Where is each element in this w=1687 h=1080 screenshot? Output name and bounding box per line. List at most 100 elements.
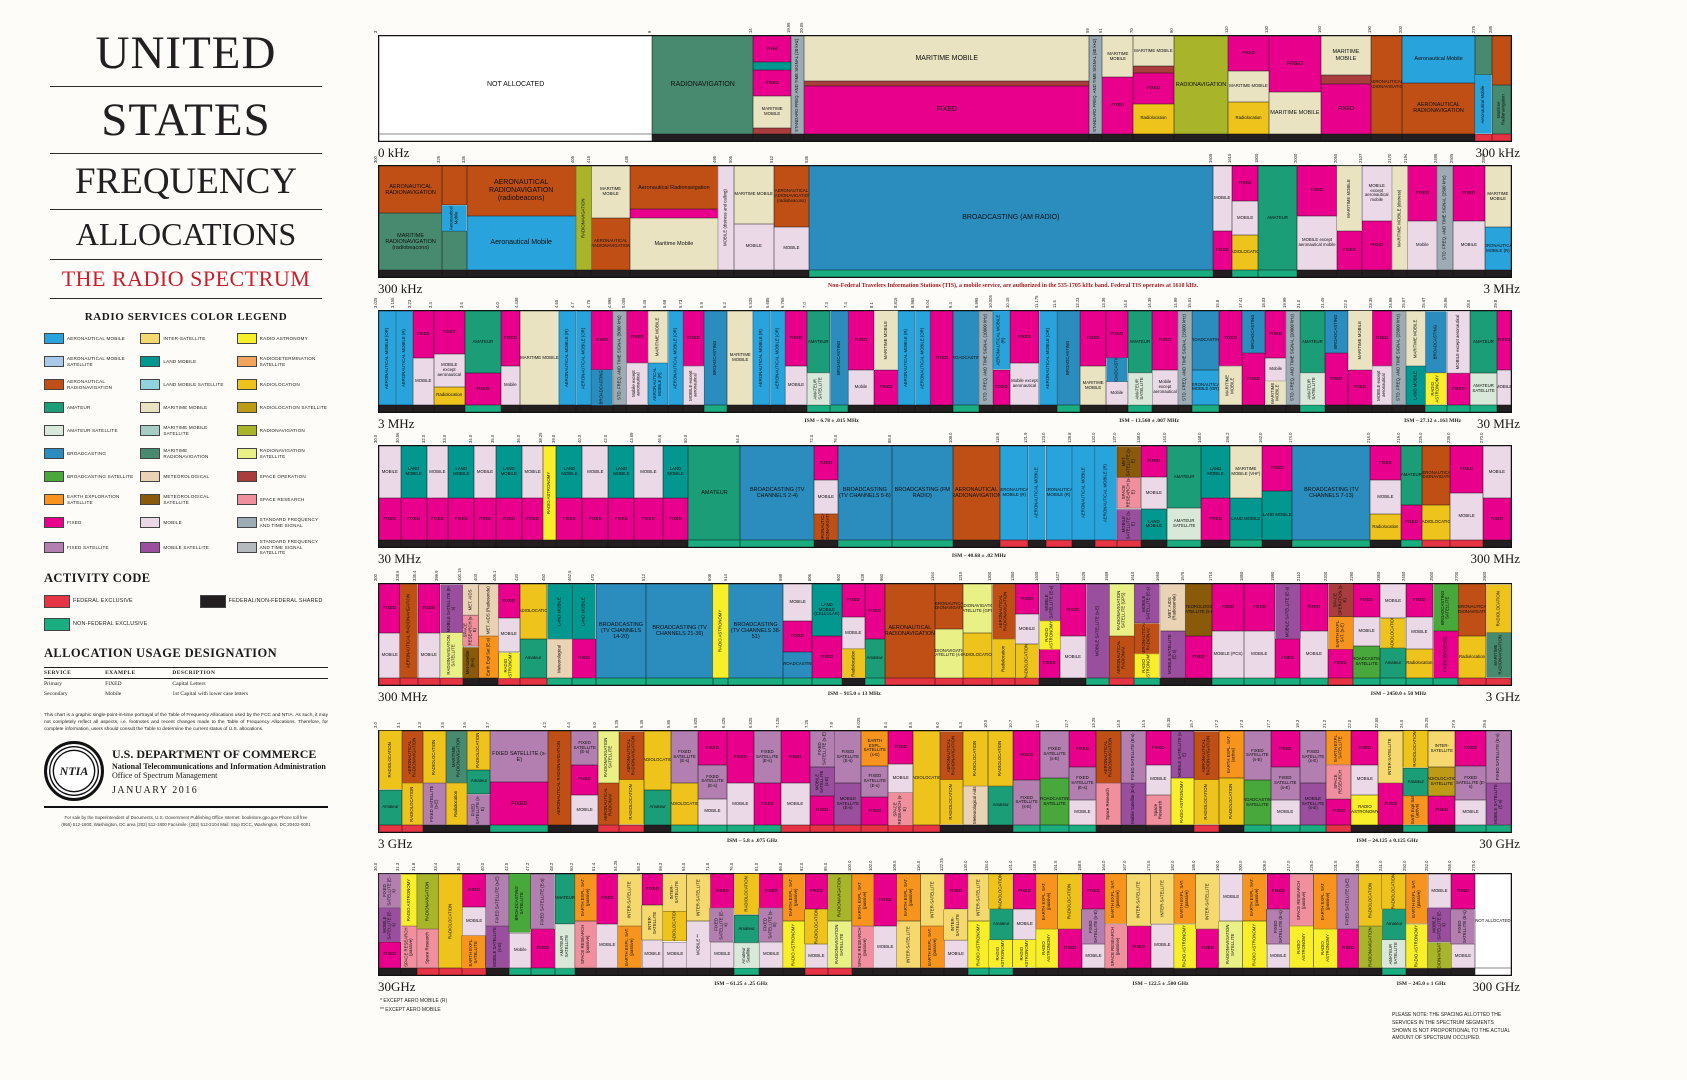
activity-strip — [1218, 825, 1244, 832]
allocation-block: FIXED — [753, 69, 792, 97]
tick-label: 265.0 — [1447, 860, 1453, 871]
allocation-block: Mobile except aeronautical — [1009, 363, 1039, 405]
title-divider — [50, 86, 322, 87]
tick-label: 14.5 — [1141, 719, 1147, 728]
allocation-block: AERONAUTICAL RADIONAVIGATION — [402, 731, 424, 784]
allocation-segment: FIXED MOBILE — [780, 731, 810, 832]
allocation-block: EARTH EXPL. SAT. (passive) — [1313, 874, 1338, 930]
band-end-label: 3 MHz — [1483, 281, 1520, 296]
tick-label: 238.0 — [1354, 860, 1360, 871]
tick-label: 5.73 — [677, 299, 683, 308]
allocation-segment: FIXED MARITIME MOBILE Radiolocation — [1228, 36, 1269, 141]
allocation-segment: AMATEUR — [688, 446, 741, 547]
allocation-segment: FIXED MOBILE Radiolocation — [1370, 446, 1401, 547]
allocation-block: STD. FREQ. AND TIME SIGNAL (10000 kHz) — [979, 311, 994, 405]
allocation-block: MOBILE SATELLITE (s-E) — [809, 767, 835, 796]
allocation-segment: EARTH EXPL. SAT. (passive) RADIO ASTRONOM… — [1036, 874, 1059, 975]
allocation-block: SPACE RESEARCH (passive) — [851, 926, 874, 968]
activity-strip — [1177, 405, 1192, 412]
activity-strip — [834, 825, 862, 832]
allocation-block: FIXED — [662, 498, 689, 540]
activity-strip — [1313, 968, 1338, 975]
allocation-block: FIXED — [1081, 874, 1106, 910]
tick-label: 2107 — [1357, 153, 1363, 163]
allocation-block: AERONAUTICAL RADIONAVIGATION — [952, 446, 1001, 540]
allocation-block: FIXED — [698, 731, 727, 765]
allocation-segment: STANDARD FREQ. AND TIME SIGNAL (20 kHz) — [791, 36, 805, 141]
legend-label: AMATEUR — [67, 404, 91, 410]
allocation-segment: LAND MOBILE Meteorological — [546, 584, 573, 685]
allocation-block: AERONAUTICAL RADIONAVIGATION — [991, 584, 1016, 640]
tick-label: 1990 — [1270, 571, 1276, 581]
allocation-segment: STD. FREQ. AND TIME SIGNAL (2500 kHz) — [1437, 166, 1454, 277]
tick-label: 216.0 — [1366, 432, 1372, 443]
allocation-block: FIXED SATELLITE (s-E) — [1337, 874, 1359, 930]
allocation-block: MOBILE — [710, 941, 734, 969]
band-end-label: 300 MHz — [1470, 551, 1520, 566]
allocation-block: MOBILE SATELLITE (s-E) — [1117, 508, 1141, 540]
allocation-block: FIXED SATELLITE (E-s) — [671, 731, 699, 784]
activity-strip — [379, 968, 401, 976]
activity-strip — [379, 678, 401, 685]
activity-strip — [1028, 540, 1046, 547]
activity-strip — [1286, 405, 1301, 412]
activity-strip — [1151, 405, 1178, 412]
activity-strip — [1219, 405, 1243, 412]
tick-label: 5.005 — [620, 297, 626, 308]
allocation-block: Amateur — [467, 769, 491, 794]
tick-label: 185.0 — [1191, 860, 1197, 871]
activity-strip — [1300, 405, 1325, 412]
tick-label: 1215 — [957, 571, 963, 581]
allocation-block: FIXED — [1009, 311, 1039, 364]
activity-strip — [1095, 540, 1118, 547]
activity-strip — [1378, 825, 1404, 832]
title-divider — [50, 298, 322, 299]
activity-strip — [935, 678, 963, 685]
allocation-block: MOBILE — [780, 783, 810, 825]
activity-strip — [644, 825, 672, 832]
tick-label: 470 — [590, 574, 596, 581]
tick-label: 39.0 — [550, 434, 556, 443]
allocation-segment: RADIO ASTRONOMY — [712, 584, 729, 685]
allocation-block: MOBILE — [814, 480, 838, 515]
activity-strip — [1484, 270, 1511, 277]
allocation-block: MARITIME MOBILE — [1405, 311, 1426, 367]
allocation-block: BROADCASTING — [591, 369, 613, 405]
allocation-block: MOBILE — [733, 223, 774, 270]
allocation-block: FIXED — [1145, 731, 1171, 765]
usage-table-head: SERVICE EXAMPLE DESCRIPTION — [44, 667, 328, 680]
allocation-segment: BROADCASTING FIXED — [1242, 311, 1266, 412]
legend-item: EARTH EXPLORATION SATELLITE — [44, 493, 135, 506]
allocation-block: FIXED — [1140, 446, 1167, 478]
allocation-block: EARTH EXPL. SAT. (passive) — [851, 874, 874, 927]
allocation-block: AERONAUTICAL RADIONAVIGATION — [619, 731, 645, 781]
allocation-block: MOBILE — [873, 926, 898, 968]
legend-item: RADIO ASTRONOMY — [236, 332, 328, 345]
activity-swatch — [44, 618, 70, 632]
tick-label: 1660 — [1155, 571, 1161, 581]
allocation-block: EARTH EXPL. SAT. (passive) — [1036, 874, 1059, 930]
band-blocks: RADIOLOCATION Amateur AERONAUTICAL RADIONA… — [378, 730, 1512, 833]
allocation-block: NOT ALLOCATED — [379, 36, 653, 134]
tick-label: 9.04 — [925, 299, 931, 308]
allocation-block: MOBILE SATELLITE (s-E) — [1170, 731, 1194, 778]
activity-strip — [1133, 134, 1174, 141]
allocation-segment: AERONAUTICAL MOBILE (OR) — [1038, 311, 1058, 412]
allocation-block: AERONAUTICAL RADIONAVIGATION — [1422, 446, 1451, 505]
allocation-block: MARITIME MOBILE — [1228, 70, 1269, 103]
tick-label: 11.6 — [1052, 300, 1058, 308]
allocation-segment: FIXED SATELLITE (E-s) MOBILE SATELLITE (E… — [379, 874, 401, 976]
legend-item: AMATEUR SATELLITE — [44, 424, 135, 437]
allocation-segment: BROADCASTING — [1057, 311, 1081, 412]
activity-strip — [989, 968, 1013, 975]
allocation-block: MOBILE — [1266, 944, 1291, 968]
allocation-block: LAND MOBILE — [1140, 508, 1167, 540]
tick-label: 35.0 — [490, 434, 496, 443]
allocation-block: AMATEUR — [554, 874, 575, 924]
allocation-block: MOBILE — [1243, 631, 1275, 678]
allocation-block: FIXED — [495, 498, 522, 540]
activity-strip — [1266, 968, 1291, 975]
allocation-block: RADIOLOCATION — [1380, 617, 1406, 648]
allocation-block: FIXED — [1231, 166, 1259, 201]
